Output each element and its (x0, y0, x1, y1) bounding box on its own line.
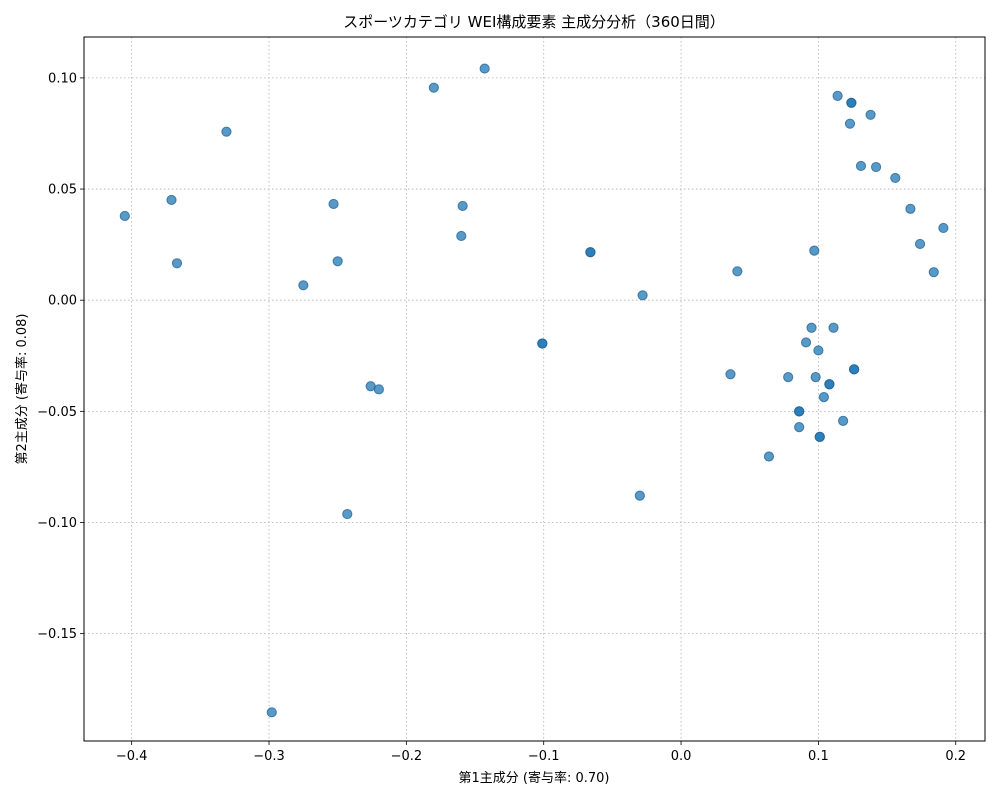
scatter-point (809, 245, 820, 256)
scatter-point (373, 384, 384, 395)
scatter-point (905, 203, 916, 214)
scatter-point (456, 230, 467, 242)
scatter-point (810, 372, 821, 383)
y-tick-label: 0.00 (48, 294, 77, 309)
scatter-point (171, 258, 183, 269)
grid-layer (84, 37, 985, 741)
scatter-point (725, 369, 736, 380)
scatter-point (732, 266, 743, 277)
scatter-point (298, 280, 309, 291)
plot-frame (83, 36, 986, 742)
y-tick-label: −0.05 (37, 405, 77, 420)
scatter-point (221, 126, 232, 137)
ticks-layer: −0.4 −0.3 −0.2 −0.1 0.0 0.1 0.2 0.10 0.05 0.00 −0.… (37, 71, 966, 764)
scatter-point (634, 490, 645, 501)
chart-title: スポーツカテゴリ WEI構成要素 主成分分析（360日間） (343, 13, 725, 31)
x-axis-label: 第1主成分 (寄与率: 0.70) (458, 770, 609, 786)
scatter-point (844, 118, 856, 129)
scatter-point (342, 508, 353, 520)
scatter-point (832, 90, 843, 102)
scatter-point (818, 392, 829, 403)
scatter-point (855, 160, 867, 172)
scatter-point (479, 63, 490, 74)
scatter-point (928, 267, 939, 278)
scatter-point (865, 109, 876, 120)
scatter-point (870, 161, 882, 173)
y-tick-label: 0.05 (48, 183, 77, 198)
scatter-point (846, 97, 857, 108)
x-tick-label: −0.3 (253, 749, 285, 764)
scatter-point (806, 322, 817, 333)
y-axis-label: 第2主成分 (寄与率: 0.08) (14, 313, 30, 464)
scatter-point (794, 422, 805, 433)
scatter-point (828, 322, 839, 333)
scatter-point (537, 338, 548, 349)
scatter-point (914, 238, 926, 250)
scatter-point (332, 256, 343, 267)
scatter-point (794, 406, 805, 417)
scatter-point (166, 194, 177, 206)
scatter-point (783, 372, 794, 383)
y-tick-label: −0.15 (37, 627, 77, 642)
scatter-point (890, 172, 901, 184)
scatter-point (814, 431, 825, 443)
scatter-point (457, 200, 468, 212)
x-tick-label: −0.1 (528, 749, 560, 764)
scatter-point (824, 379, 835, 390)
scatter-point (800, 337, 812, 348)
scatter-point (637, 290, 648, 301)
scatter-point (813, 345, 824, 356)
scatter-point (328, 198, 339, 210)
scatter-point (428, 82, 439, 93)
scatter-point (119, 210, 130, 222)
points-layer (119, 63, 949, 718)
scatter-point (838, 415, 849, 426)
x-tick-label: 0.1 (808, 749, 829, 764)
x-tick-label: 0.0 (671, 749, 692, 764)
scatter-point (585, 247, 596, 258)
scatter-point (266, 707, 277, 718)
x-tick-label: 0.2 (945, 749, 966, 764)
y-tick-label: −0.10 (37, 516, 77, 531)
scatter-point (763, 451, 775, 462)
scatter-point (938, 222, 949, 234)
y-tick-label: 0.10 (48, 71, 77, 86)
x-tick-label: −0.4 (116, 749, 148, 764)
x-tick-label: −0.2 (391, 749, 423, 764)
scatter-point (849, 364, 860, 375)
